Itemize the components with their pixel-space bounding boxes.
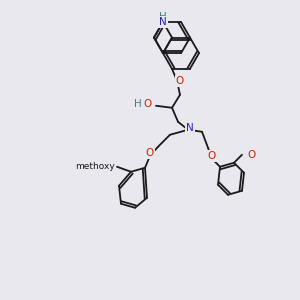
Text: O: O (248, 150, 256, 160)
Text: O: O (144, 99, 152, 109)
Text: methoxy: methoxy (75, 162, 115, 171)
Text: H: H (159, 12, 167, 22)
Text: O: O (176, 76, 184, 86)
Text: H: H (134, 99, 142, 109)
Text: O: O (208, 151, 216, 161)
Text: O: O (103, 162, 111, 172)
Text: O: O (146, 148, 154, 158)
Text: N: N (159, 17, 167, 27)
Text: N: N (186, 123, 194, 133)
